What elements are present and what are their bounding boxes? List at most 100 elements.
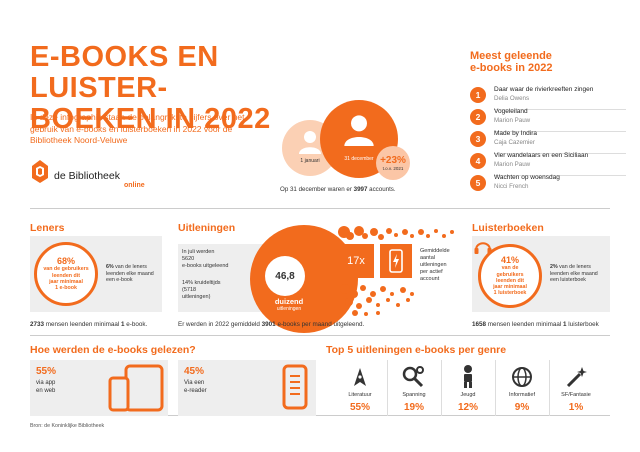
leners-ring-line: leenden dit xyxy=(52,272,80,279)
leners-side: 6% van de leners leenden elke maand een … xyxy=(106,264,160,284)
genre-label: Jeugd xyxy=(460,392,476,398)
decor-dot xyxy=(362,233,368,239)
decor-dot xyxy=(426,234,430,238)
person-icon xyxy=(344,115,374,146)
decor-dot xyxy=(380,286,386,292)
luisterboeken-side-text: van de leners leenden elke maand een lui… xyxy=(550,264,598,283)
magnifier-icon xyxy=(402,366,424,388)
accounts-growth-circle: +23% t.o.v. 2021 xyxy=(376,146,410,180)
decor-dot xyxy=(410,292,414,296)
gelezen-heading: Hoe werden de e-books gelezen? xyxy=(30,344,196,356)
uitleningen-label-card xyxy=(178,244,264,312)
avg-count-box: 17x xyxy=(338,244,374,278)
book-author: Caja Cazemier xyxy=(494,139,535,146)
divider xyxy=(494,175,626,176)
title-line-1: E-BOOKS EN LUISTER- xyxy=(30,41,219,104)
divider xyxy=(549,360,550,416)
decor-dot xyxy=(396,303,400,307)
read-ereader-pct: 45% xyxy=(184,366,205,377)
logo-name: de Bibliotheek xyxy=(54,170,120,182)
uitleningen-footer-num: 3901 xyxy=(261,321,276,328)
leners-footer-one: 1 xyxy=(121,321,125,328)
divider xyxy=(494,131,626,132)
uitleningen-unit-2: uitleningen xyxy=(276,306,302,312)
rank-badge: 3 xyxy=(470,131,486,147)
read-app-line: en web xyxy=(36,387,56,394)
leners-side-text: van de leners leenden elke maand een e-b… xyxy=(106,264,154,283)
tablet-phone-icon xyxy=(108,364,164,412)
luisterboeken-footer-text: mensen leenden minimaal xyxy=(487,321,562,328)
leners-ring-line: jaar minimaal xyxy=(49,279,83,285)
top-item: 5 Wachten op woensdag Nicci French xyxy=(470,174,630,196)
divider xyxy=(30,415,610,416)
logo-sub: online xyxy=(124,182,145,189)
uitleningen-center: 46,8 xyxy=(265,256,305,296)
leners-footer-end: e-book. xyxy=(126,321,148,328)
uitleningen-unit-1: duizend xyxy=(274,297,304,306)
decor-dot xyxy=(378,234,384,240)
avg-label: Gemiddelde aantal uitleningen per actief… xyxy=(420,248,468,283)
luisterboeken-ring-line: 1 luisterboek xyxy=(493,290,527,297)
leners-ring: 68% van de gebruikers leenden dit jaar m… xyxy=(34,242,98,306)
leners-footer-text: mensen leenden minimaal xyxy=(45,321,120,328)
source-note: Bron: de Koninklijke Bibliotheek xyxy=(30,423,105,429)
divider xyxy=(494,109,626,110)
accounts-date-2: 31 december xyxy=(344,156,374,162)
luisterboeken-ring-line: leenden dit xyxy=(496,277,524,284)
leners-ring-pct: 68% xyxy=(56,256,75,267)
title-line-2: BOEKEN IN 2022 xyxy=(30,103,271,135)
pen-icon xyxy=(354,368,366,386)
decor-dot xyxy=(364,312,368,316)
uitleningen-footer-pre: Er werden in 2022 gemiddeld xyxy=(178,321,260,328)
read-ereader-label: Via een e-reader xyxy=(184,380,207,395)
uitleningen-heading: Uitleningen xyxy=(178,222,236,234)
decor-dot xyxy=(442,234,446,238)
accounts-note-pre: Op 31 december waren er xyxy=(280,186,352,193)
decor-dot xyxy=(450,230,454,234)
decor-dot xyxy=(410,234,414,238)
accounts-note-post: accounts. xyxy=(369,186,396,193)
avg-icon-box xyxy=(380,244,412,278)
book-title: Wachten op woensdag xyxy=(494,174,560,181)
top-heading-line-2: e-books in 2022 xyxy=(470,62,553,74)
divider xyxy=(494,153,626,154)
accounts-growth: +23% xyxy=(380,154,406,166)
decor-dot xyxy=(352,310,358,316)
rank-badge: 4 xyxy=(470,153,486,169)
top-item: 2 Vogeleiland Marion Pauw xyxy=(470,108,630,132)
genre-label: Literatuur xyxy=(348,392,372,398)
decor-dot xyxy=(376,303,380,307)
decor-dot xyxy=(346,232,354,240)
book-author: Delia Owens xyxy=(494,95,530,102)
uitleningen-footer-post: e-books per maand uitgeleend. xyxy=(277,321,365,328)
genre-label: SF/Fantasie xyxy=(561,392,591,398)
accounts-date-1: 1 januari xyxy=(300,158,320,164)
genres-heading: Top 5 uitleningen e-books per genre xyxy=(326,344,507,356)
decor-dot xyxy=(390,292,394,296)
child-icon xyxy=(464,365,472,388)
rank-badge: 1 xyxy=(470,87,486,103)
read-ereader-line: Via een xyxy=(184,380,205,386)
luisterboeken-ring-pct: 41% xyxy=(500,255,519,266)
bibliotheek-logo: de Bibliotheek online xyxy=(30,158,170,194)
leners-side-pct: 6% xyxy=(106,264,114,270)
book-title: Daar waar de rivierkreeften zingen xyxy=(494,86,594,93)
read-app-label: via app en web xyxy=(36,380,55,395)
decor-dot xyxy=(386,228,392,234)
top-heading-line-1: Meest geleende xyxy=(470,50,552,62)
phone-charge-icon xyxy=(389,249,403,273)
genre-pct: 9% xyxy=(514,402,530,413)
genre-label: Informatief xyxy=(509,392,535,398)
person-icon xyxy=(299,131,321,154)
share-line: 14% kruideltijds xyxy=(182,280,221,286)
library-logo-icon xyxy=(32,160,48,183)
genre-pct: 19% xyxy=(403,402,424,413)
luisterboeken-ring: 41% van de gebruikers leenden dit jaar m… xyxy=(478,244,542,308)
intro-text: In deze infographic staan de belangrijks… xyxy=(30,112,245,145)
read-app-pct: 55% xyxy=(36,366,57,377)
decor-dot xyxy=(366,297,372,303)
decor-dot xyxy=(394,233,398,237)
luisterboeken-footer-one: 1 xyxy=(563,321,567,328)
luisterboeken-ring-line: jaar minimaal xyxy=(493,284,527,291)
top-item: 4 Vier wandelaars en een Siciliaan Marion … xyxy=(470,152,630,176)
